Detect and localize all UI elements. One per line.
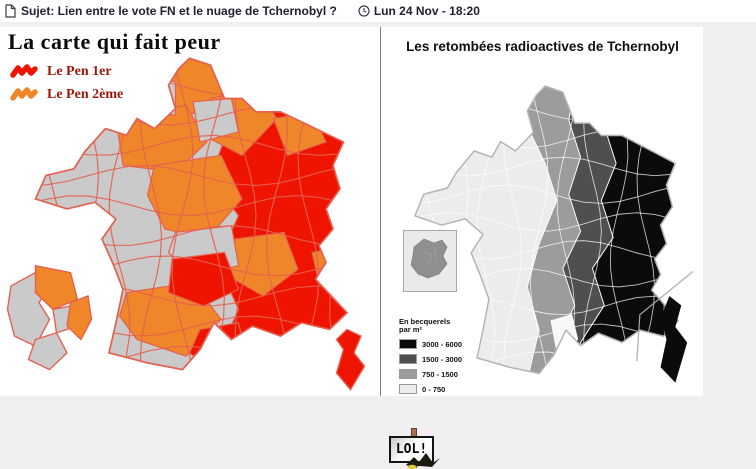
fallout-legend-title-line1: En becquerels	[399, 317, 451, 326]
vote-map-panel: La carte qui fait peur Le Pen 1er Le Pen …	[0, 27, 381, 396]
smiley-creature	[406, 453, 440, 469]
fallout-map-title: Les retombées radioactives de Tchernobyl	[406, 39, 679, 54]
clock-icon	[358, 5, 370, 17]
fallout-legend-swatch	[399, 339, 417, 349]
fallout-legend-label: 0 - 750	[422, 384, 446, 394]
fallout-legend-label: 750 - 1500	[422, 369, 458, 379]
squiggle-mark-icon	[10, 87, 38, 101]
topic-subject: Sujet: Lien entre le vote FN et le nuage…	[21, 4, 337, 18]
lol-smiley: LOL!	[388, 428, 444, 469]
fallout-legend-swatch	[399, 354, 417, 364]
fallout-legend: En becquerels par m² 3000 - 6000 1500 - 3…	[399, 318, 519, 394]
vote-map-legend: Le Pen 1er Le Pen 2ème	[10, 60, 123, 106]
document-icon	[5, 4, 16, 18]
fallout-legend-swatch	[399, 384, 417, 394]
region-inset-box	[403, 230, 457, 292]
fallout-legend-title-line2: par m²	[399, 325, 422, 334]
squiggle-mark-icon	[10, 64, 38, 78]
fallout-legend-item: 0 - 750	[399, 384, 519, 394]
topic-header: Sujet: Lien entre le vote FN et le nuage…	[0, 0, 756, 22]
post-datetime: Lun 24 Nov - 18:20	[358, 4, 480, 18]
vote-legend-label: Le Pen 1er	[47, 63, 112, 79]
vote-legend-label: Le Pen 2ème	[47, 86, 124, 102]
fallout-legend-item: 750 - 1500	[399, 369, 519, 379]
fallout-legend-item: 3000 - 6000	[399, 339, 519, 349]
fallout-legend-item: 1500 - 3000	[399, 354, 519, 364]
fallout-legend-label: 1500 - 3000	[422, 354, 463, 364]
vote-legend-item: Le Pen 2ème	[10, 83, 123, 106]
post-datetime-text: Lun 24 Nov - 18:20	[373, 4, 480, 18]
vote-legend-item: Le Pen 1er	[10, 60, 123, 83]
vote-map-title: La carte qui fait peur	[8, 29, 221, 54]
fn-vote-map	[6, 57, 366, 391]
fallout-legend-label: 3000 - 6000	[422, 339, 463, 349]
fallout-map-panel: Les retombées radioactives de Tchernobyl…	[382, 27, 703, 396]
fallout-legend-swatch	[399, 369, 417, 379]
region-inset-map	[410, 238, 448, 279]
post-image: La carte qui fait peur Le Pen 1er Le Pen …	[0, 27, 703, 396]
fallout-map	[413, 85, 694, 383]
